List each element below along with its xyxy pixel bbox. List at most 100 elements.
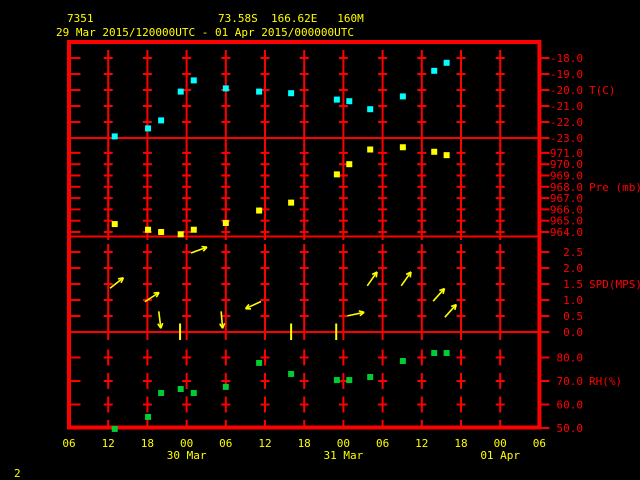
pressure-point [399,144,406,151]
humidity-point [333,377,340,384]
temperature-point [145,125,152,132]
pressure-point [367,146,374,153]
wind-arrow [432,287,446,302]
humidity-point [431,350,438,357]
humidity-point [111,425,118,432]
wind-arrow-head [160,322,164,329]
wind-arrow [190,245,208,254]
y-tick-label: 968.0 [550,181,583,194]
wind-arrow-shaft [347,311,365,317]
wind-arrow [400,271,412,287]
pressure-point [256,207,263,214]
date-label: 30 Mar [167,449,207,462]
humidity-point [399,358,406,365]
wind-arrow-shaft [220,311,224,329]
wind-arrow [366,271,378,287]
grid-marks [103,50,505,430]
pressure-point [111,221,118,228]
y-tick-label: 60.0 [557,399,584,412]
time-tick-label: 18 [454,437,467,450]
pressure-point [222,219,229,226]
humidity-point [346,377,353,384]
wind-arrow-head [439,287,445,292]
temperature-point [190,77,197,84]
y-tick-label: 1.0 [563,294,583,307]
humidity-point [443,350,450,357]
pressure-point [190,226,197,233]
time-tick-label: 06 [376,437,389,450]
wind-arrow [244,300,262,310]
wind-arrow-shaft [400,271,412,287]
y-tick-label: 80.0 [557,352,584,365]
panel-unit-label: RH(%) [589,375,622,388]
temperature-point [111,133,118,140]
wind-arrow-shaft [432,288,446,302]
wind-arrow-head [153,291,160,294]
y-tick-label: 70.0 [557,375,584,388]
wind-arrow [109,277,125,289]
y-tick-label: -20.0 [550,84,583,97]
wind-arrow-shaft [366,271,378,287]
wind-arrow-shaft [444,304,457,318]
panel-unit-label: T(C) [589,84,616,97]
time-tick-label: 00 [337,437,350,450]
temperature-point [288,90,295,97]
station-location: 73.58S 166.62E 160M [218,12,364,25]
humidity-point [177,385,184,392]
wind-arrow [157,311,164,329]
time-tick-label: 00 [180,437,193,450]
temperature-point [443,59,450,66]
time-tick-label: 06 [533,437,546,450]
temperature-point [333,96,340,103]
pressure-point [158,229,165,235]
wind-arrow [219,311,226,329]
temperature-point [367,106,374,113]
wind-arrow [444,303,458,318]
pressure-point [288,199,295,206]
humidity-point [256,359,263,366]
pressure-point [145,226,152,233]
humidity-point [145,413,152,420]
station-id: 7351 [67,12,94,25]
wind-arrow-head [405,271,412,276]
wind-arrow-shaft [144,291,160,303]
temperature-point [399,93,406,100]
pressure-point [333,171,340,178]
wind-arrow-head [221,322,226,329]
pressure-point [443,152,450,159]
humidity-point [367,374,374,381]
y-tick-label: 0.0 [563,326,583,339]
y-tick-label: -23.0 [550,132,583,145]
temperature-point [346,98,353,105]
y-tick-label: 1.5 [563,278,583,291]
temperature-point [222,85,229,92]
wind-arrow-shaft [157,311,162,329]
y-tick-label: -18.0 [550,52,583,65]
y-tick-label: 969.0 [550,170,583,183]
y-tick-label: 970.0 [550,158,583,171]
wind-arrow-head [450,303,457,308]
humidity-point [158,389,165,396]
pressure-point [177,231,184,238]
wind-arrow-head [358,310,365,314]
wind-arrow-shaft [109,277,124,289]
time-tick-label: 12 [258,437,271,450]
time-tick-label: 18 [298,437,311,450]
wind-arrow [144,291,160,303]
humidity-point [288,370,295,377]
y-tick-label: -21.0 [550,100,583,113]
y-tick-label: -19.0 [550,68,583,81]
temperature-point [177,88,184,95]
wind-arrow [347,310,365,317]
time-tick-label: 06 [219,437,232,450]
y-tick-label: 967.0 [550,192,583,205]
y-tick-label: 971.0 [550,147,583,160]
humidity-point [222,383,229,390]
y-tick-label: 965.0 [550,215,583,228]
time-tick-label: 12 [102,437,115,450]
time-tick-label: 18 [141,437,154,450]
date-label: 01 Apr [480,449,520,462]
y-tick-label: -22.0 [550,116,583,129]
time-tick-label: 12 [415,437,428,450]
